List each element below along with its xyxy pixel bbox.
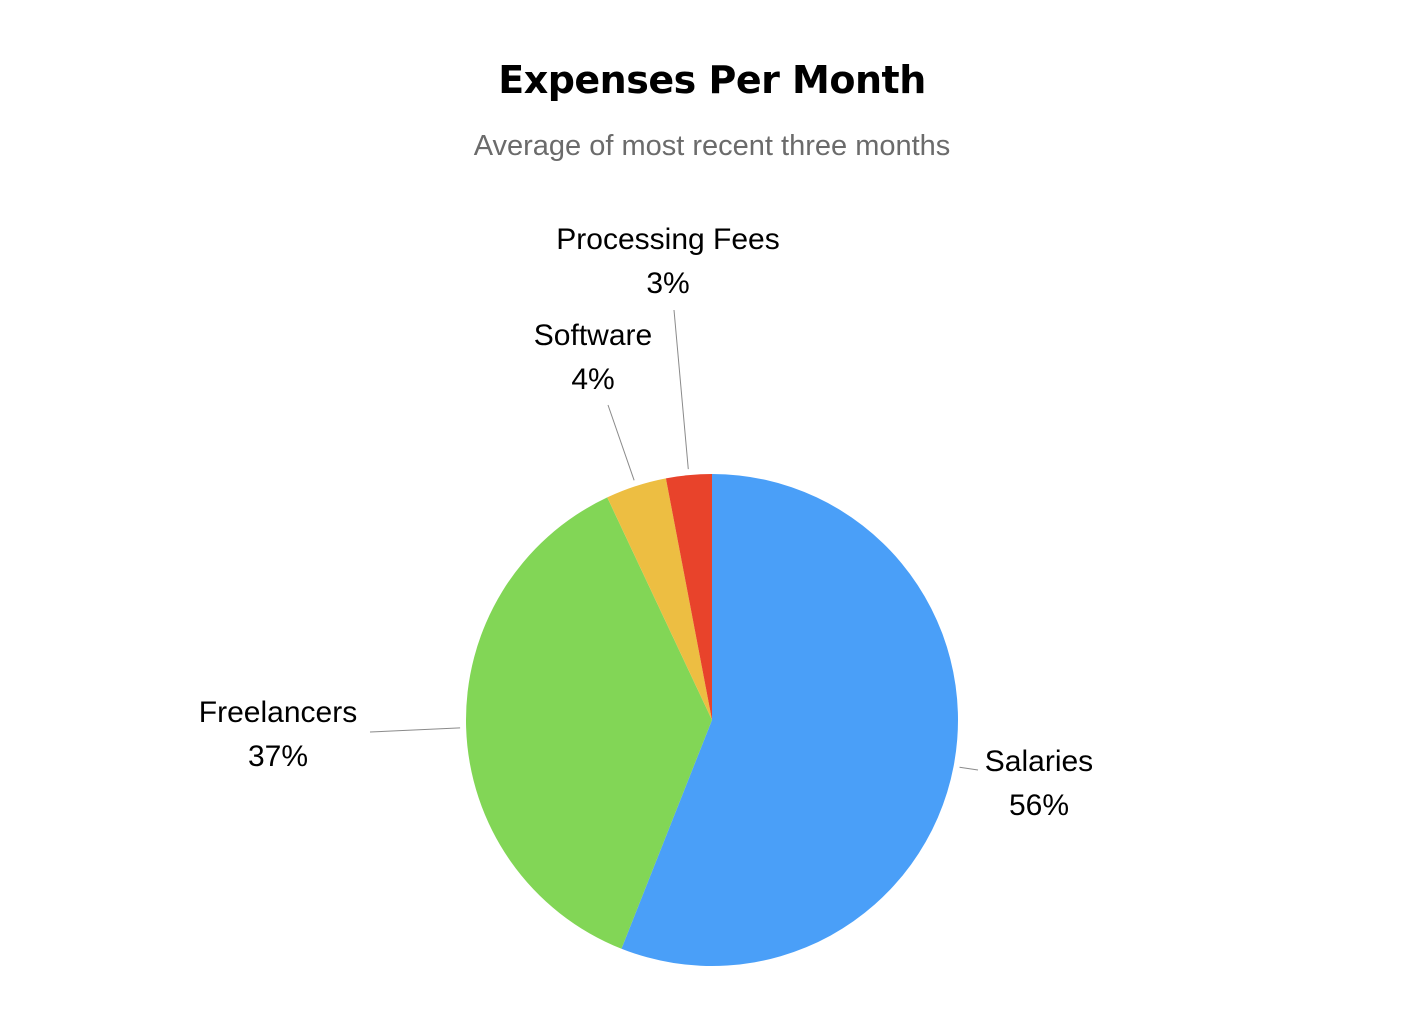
pie-slice-processing-fees bbox=[665, 474, 712, 720]
pie-slice-software bbox=[607, 478, 712, 720]
chart-title: Expenses Per Month bbox=[498, 58, 926, 102]
slice-label-name: Processing Fees bbox=[556, 223, 779, 256]
leader-lines bbox=[369, 309, 979, 771]
leader-line-software bbox=[607, 404, 635, 481]
slice-labels: Salaries 56% Freelancers 37% Software 4% Proce… bbox=[199, 223, 1093, 822]
slice-label-name: Salaries bbox=[985, 745, 1093, 778]
pie-slices bbox=[465, 474, 958, 966]
pie-slice-salaries bbox=[621, 474, 958, 966]
slice-label-percent: 37% bbox=[248, 740, 308, 773]
slice-label-name: Software bbox=[534, 319, 652, 352]
pie-slice-freelancers bbox=[465, 497, 712, 949]
slice-label-name: Freelancers bbox=[199, 696, 357, 729]
leader-line-salaries bbox=[959, 766, 979, 771]
slice-label-percent: 4% bbox=[571, 363, 614, 396]
leader-line-freelancers bbox=[369, 727, 461, 733]
slice-label-percent: 56% bbox=[1009, 789, 1069, 822]
slice-label-percent: 3% bbox=[646, 267, 689, 300]
leader-line-processing-fees bbox=[673, 309, 689, 470]
chart-subtitle: Average of most recent three months bbox=[473, 130, 951, 162]
